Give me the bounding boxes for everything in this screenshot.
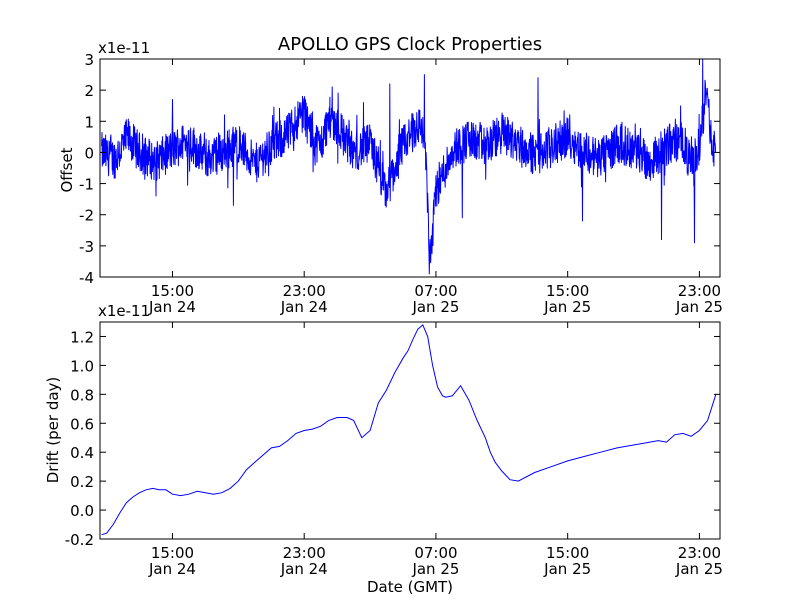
offset-series-line xyxy=(101,58,717,275)
drift-y-axis-label: Drift (per day) xyxy=(44,377,62,484)
y-tick-label: 0.2 xyxy=(70,473,94,491)
x-tick-label-date: Jan 24 xyxy=(280,560,328,578)
y-tick-label: -1 xyxy=(79,176,94,194)
x-tick-label-date: Jan 24 xyxy=(148,560,196,578)
x-tick-label-time: 23:00 xyxy=(283,544,326,562)
y-tick-label: 0.0 xyxy=(70,502,94,520)
x-tick-label-date: Jan 25 xyxy=(411,298,459,316)
x-tick-label-date: Jan 25 xyxy=(675,298,723,316)
y-tick-label: 0.6 xyxy=(70,415,94,433)
x-tick-label-date: Jan 25 xyxy=(675,560,723,578)
y-tick-label: 3 xyxy=(84,51,94,69)
x-tick-label-time: 15:00 xyxy=(546,282,589,300)
x-tick-label-date: Jan 25 xyxy=(543,298,591,316)
y-tick-label: 2 xyxy=(84,82,94,100)
axes-frame xyxy=(99,58,721,278)
x-tick-label-time: 07:00 xyxy=(414,282,457,300)
x-tick-label-time: 23:00 xyxy=(678,282,721,300)
offset-y-axis-label: Offset xyxy=(58,147,76,192)
y-tick-label: -3 xyxy=(79,238,94,256)
x-tick-label-date: Jan 24 xyxy=(148,298,196,316)
y-tick-label: 1.0 xyxy=(70,357,94,375)
x-tick-label-date: Jan 25 xyxy=(543,560,591,578)
y-tick-label: -2 xyxy=(79,207,94,225)
y-tick-label: -4 xyxy=(79,269,94,287)
drift-series-line xyxy=(101,324,717,536)
figure-title: APOLLO GPS Clock Properties xyxy=(278,34,542,55)
y-tick-label: 0 xyxy=(84,144,94,162)
drift-x-axis-label: Date (GMT) xyxy=(367,578,453,596)
y-tick-label: 0.4 xyxy=(70,444,94,462)
x-tick-label-time: 07:00 xyxy=(414,544,457,562)
x-tick-label-time: 23:00 xyxy=(283,282,326,300)
axes-frame xyxy=(99,321,721,540)
y-tick-label: 1.2 xyxy=(70,328,94,346)
x-tick-label-time: 15:00 xyxy=(151,282,194,300)
drift-y-multiplier: x1e-11 xyxy=(98,302,150,320)
drift-panel: x1e-11 Drift (per day) Date (GMT) -0.2 0.… xyxy=(44,302,723,596)
x-tick-label-time: 15:00 xyxy=(546,544,589,562)
offset-y-multiplier: x1e-11 xyxy=(98,39,150,57)
y-tick-label: 1 xyxy=(84,113,94,131)
y-tick-label: 0.8 xyxy=(70,386,94,404)
x-tick-label-time: 15:00 xyxy=(151,544,194,562)
x-tick-label-date: Jan 24 xyxy=(280,298,328,316)
y-tick-label: -0.2 xyxy=(65,531,94,549)
x-tick-label-date: Jan 25 xyxy=(411,560,459,578)
x-tick-label-time: 23:00 xyxy=(678,544,721,562)
